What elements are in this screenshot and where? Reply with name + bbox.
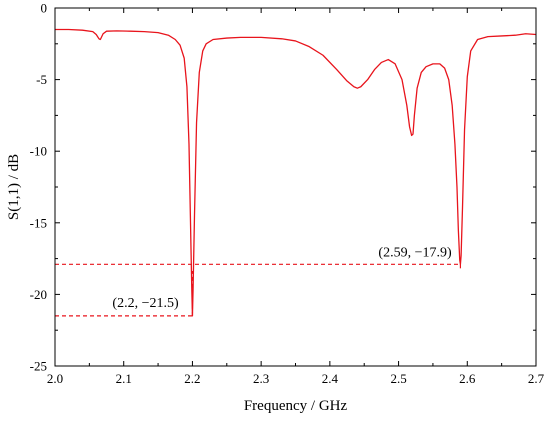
x-tick-label: 2.0 bbox=[47, 371, 63, 386]
y-tick-label: 0 bbox=[41, 1, 48, 16]
x-tick-label: 2.3 bbox=[253, 371, 269, 386]
series-layer bbox=[55, 28, 537, 317]
x-tick-label: 2.5 bbox=[390, 371, 406, 386]
x-tick-label: 2.7 bbox=[528, 371, 545, 386]
labels-layer: 2.0 2.1 2.2 2.3 2.4 2.5 2.6 2.7 0 -5 -10 -15 -20 -25 (… bbox=[30, 1, 545, 387]
annotation-label: (2.59, −17.9) bbox=[378, 245, 452, 260]
ticks-layer bbox=[54, 7, 537, 367]
x-axis-title: Frequency / GHz bbox=[244, 398, 348, 414]
y-tick-label: -20 bbox=[30, 287, 47, 302]
x-tick-label: 2.4 bbox=[322, 371, 339, 386]
y-axis-title: S(1,1) / dB bbox=[6, 154, 22, 220]
x-tick-label: 2.2 bbox=[184, 371, 200, 386]
y-tick-label: -10 bbox=[30, 144, 47, 159]
y-tick-label: -15 bbox=[30, 215, 47, 230]
series-line bbox=[55, 28, 537, 317]
annotation-label: (2.2, −21.5) bbox=[112, 296, 179, 311]
y-tick-label: -5 bbox=[36, 72, 47, 87]
plot-frame bbox=[54, 7, 537, 367]
y-tick-label: -25 bbox=[30, 359, 47, 374]
x-tick-label: 2.1 bbox=[116, 371, 132, 386]
x-tick-label: 2.6 bbox=[459, 371, 476, 386]
